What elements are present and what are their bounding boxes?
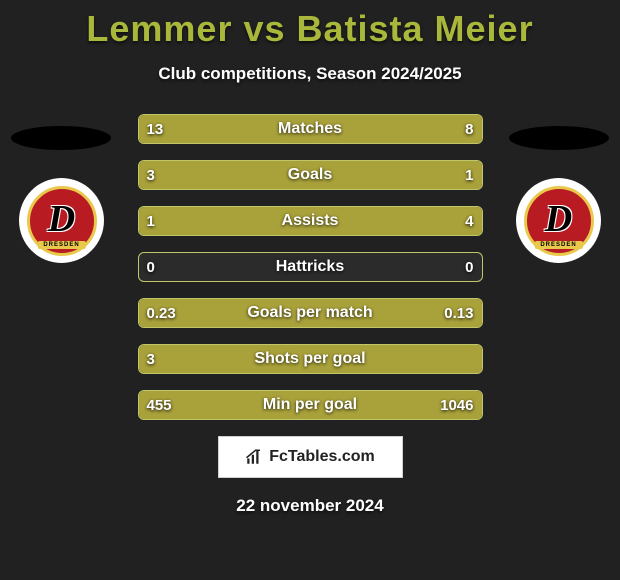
page-title: Lemmer vs Batista Meier xyxy=(0,0,620,50)
stat-fill-right xyxy=(337,115,481,143)
stat-row: 4551046Min per goal xyxy=(138,390,483,420)
stat-row: 3Shots per goal xyxy=(138,344,483,374)
club-badge-left: D DRESDEN xyxy=(19,178,104,263)
stat-fill-right xyxy=(344,299,481,327)
branding-badge: FcTables.com xyxy=(218,436,403,478)
stat-fill-left xyxy=(139,345,482,373)
stat-fill-left xyxy=(139,115,338,143)
chart-icon xyxy=(245,448,263,466)
stat-fill-left xyxy=(139,207,214,235)
player-shadow-right xyxy=(509,126,609,150)
player-shadow-left xyxy=(11,126,111,150)
stat-fill-left xyxy=(139,299,345,327)
stat-fill-left xyxy=(139,391,235,419)
club-logo-right: D DRESDEN xyxy=(524,186,594,256)
club-logo-left: D DRESDEN xyxy=(27,186,97,256)
club-logo-letter: D xyxy=(545,197,572,241)
club-badge-right: D DRESDEN xyxy=(516,178,601,263)
stat-fill-left xyxy=(139,161,386,189)
club-logo-ribbon: DRESDEN xyxy=(534,241,582,249)
stat-row: 138Matches xyxy=(138,114,483,144)
stat-value-left: 0 xyxy=(139,253,163,281)
branding-text: FcTables.com xyxy=(269,448,375,466)
club-logo-letter: D xyxy=(48,197,75,241)
stat-row: 0 0Hattricks xyxy=(138,252,483,282)
stat-row: 0.230.13Goals per match xyxy=(138,298,483,328)
stat-bars: 138Matches 31Goals 14Assists 0 0Hattricks 0.2… xyxy=(138,114,483,420)
page-subtitle: Club competitions, Season 2024/2025 xyxy=(0,64,620,84)
stat-fill-right xyxy=(214,207,482,235)
stat-label: Hattricks xyxy=(139,253,482,281)
date-label: 22 november 2024 xyxy=(0,496,620,516)
club-logo-ribbon: DRESDEN xyxy=(37,241,85,249)
stat-row: 14Assists xyxy=(138,206,483,236)
stat-value-right: 0 xyxy=(457,253,481,281)
stat-row: 31Goals xyxy=(138,160,483,190)
stat-fill-right xyxy=(235,391,482,419)
stat-fill-right xyxy=(385,161,481,189)
